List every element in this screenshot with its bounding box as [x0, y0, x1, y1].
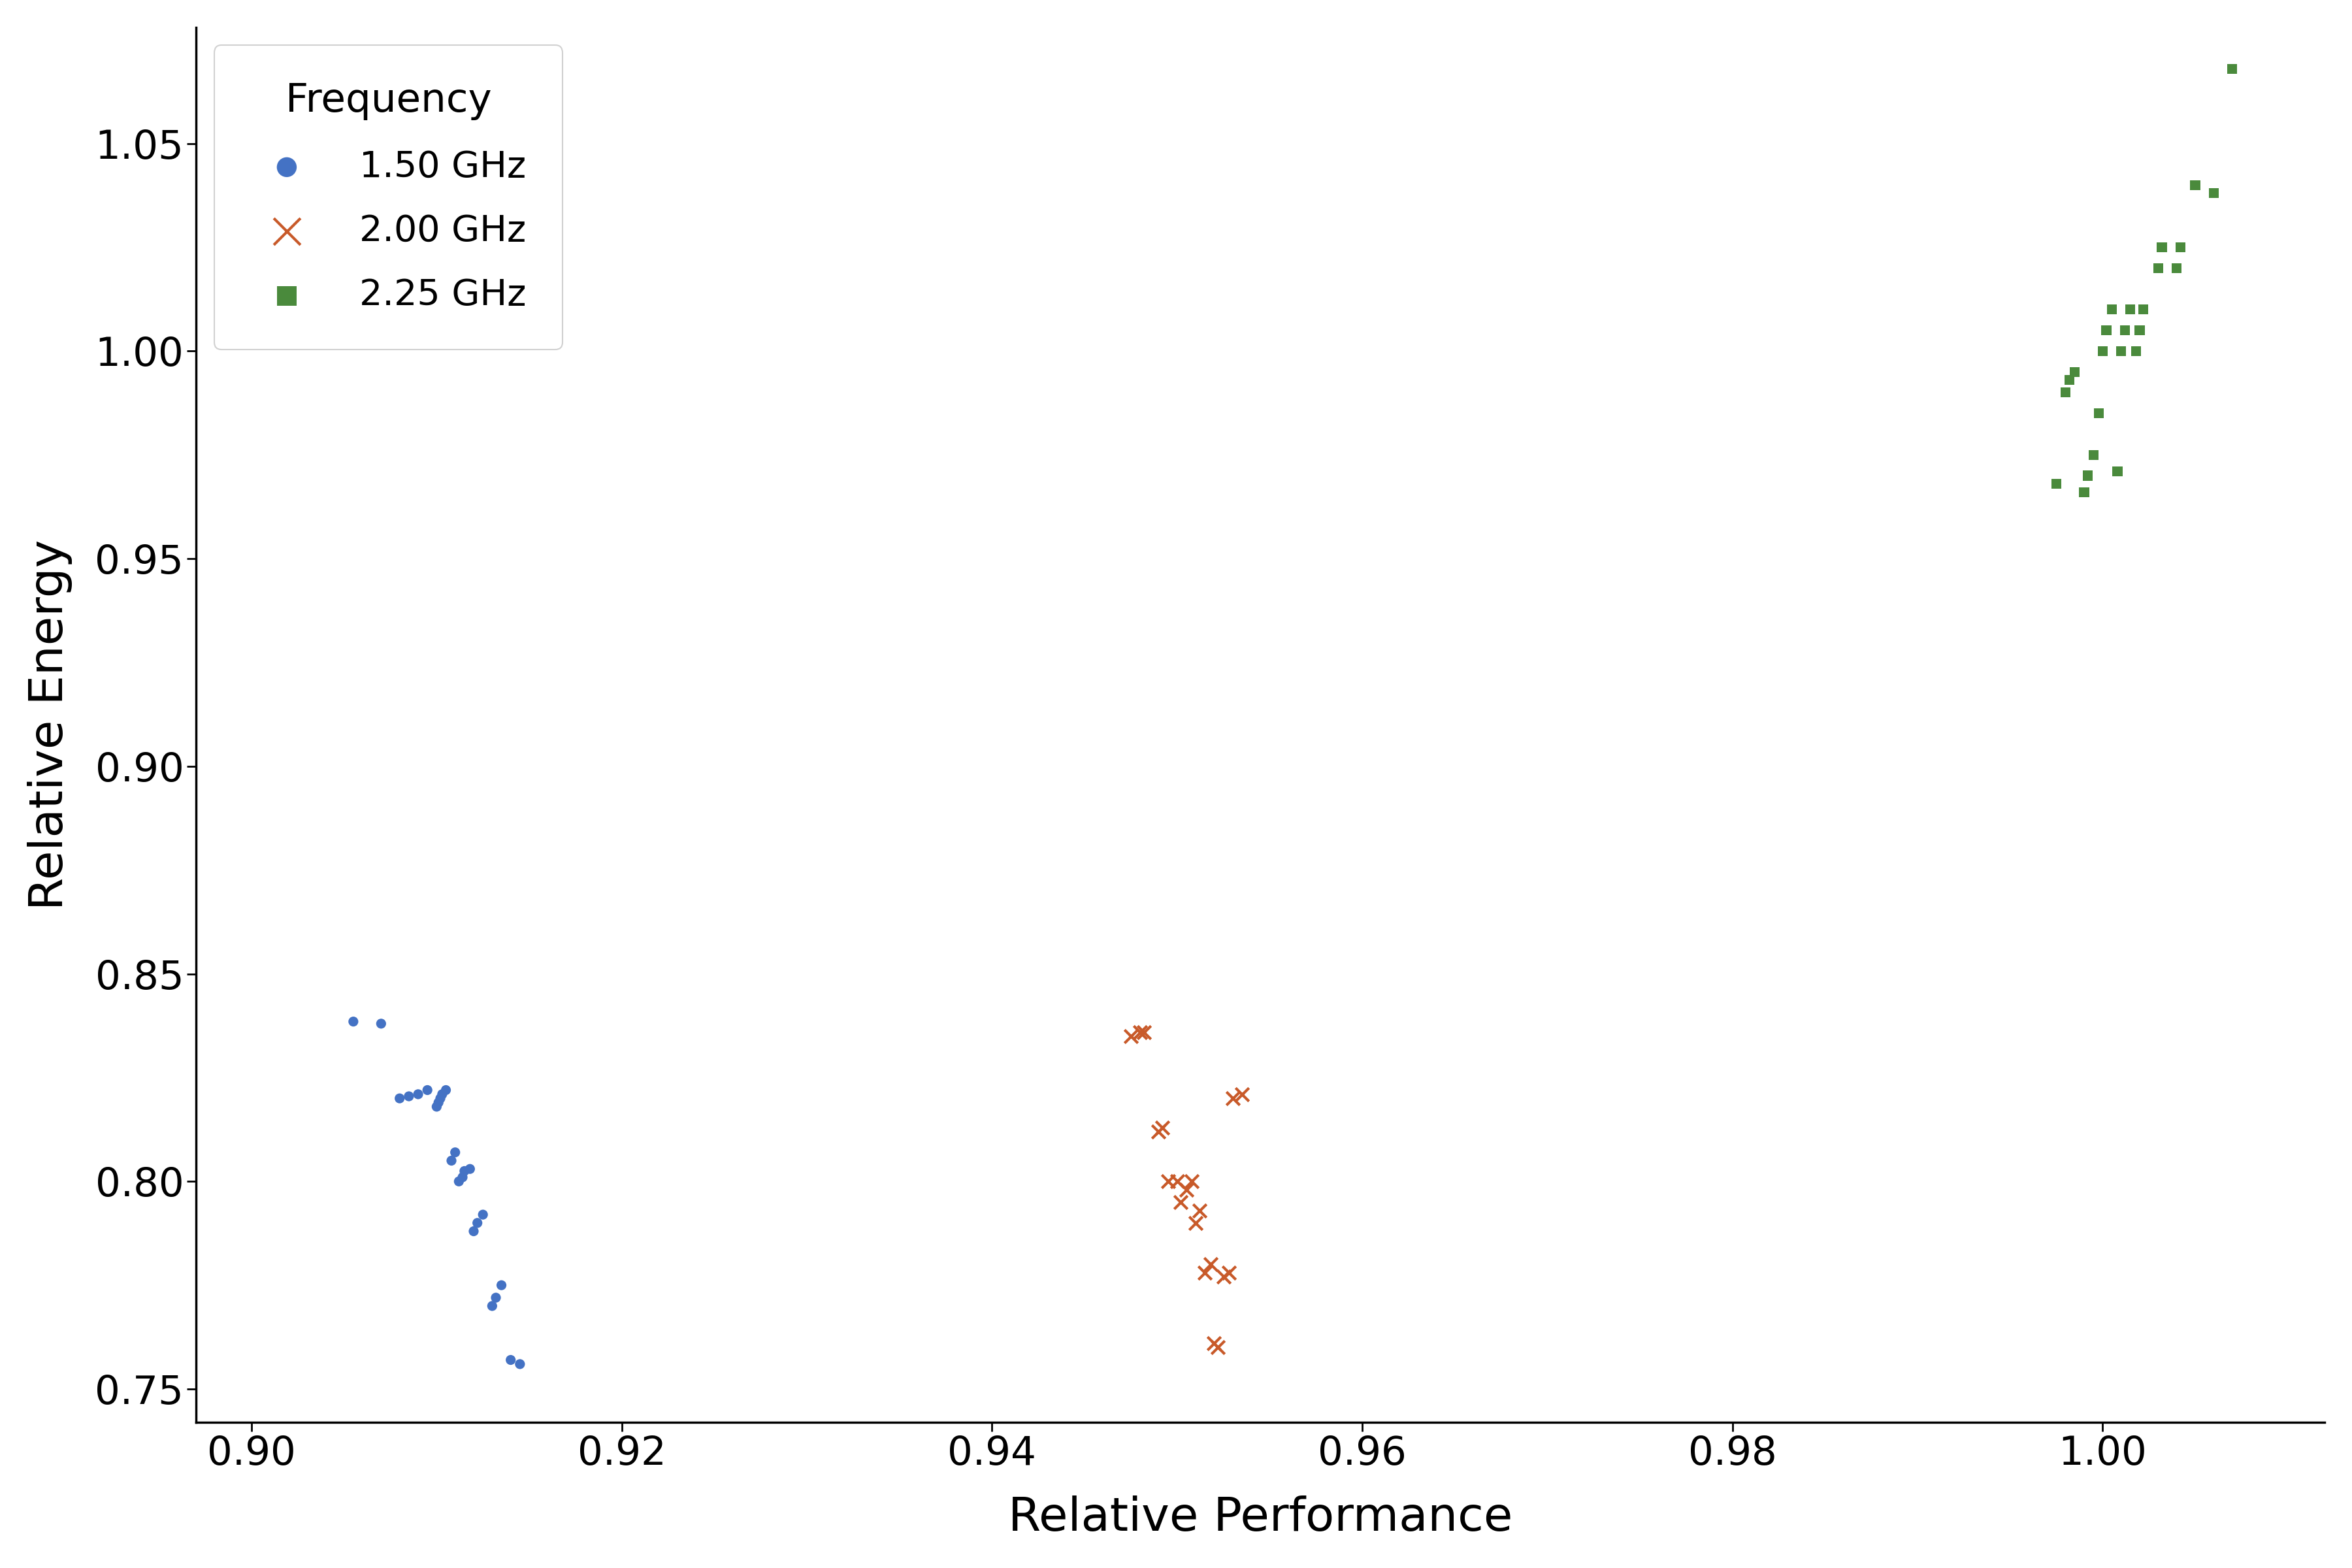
2.00 GHz [1185, 1261, 1223, 1286]
2.25 GHz [2074, 442, 2112, 467]
2.25 GHz [2070, 463, 2107, 488]
2.25 GHz [2140, 256, 2178, 281]
1.50 GHz [381, 1085, 419, 1110]
2.00 GHz [1176, 1210, 1214, 1236]
1.50 GHz [445, 1159, 482, 1184]
2.25 GHz [2213, 56, 2251, 82]
2.25 GHz [2037, 472, 2074, 497]
1.50 GHz [452, 1157, 489, 1182]
2.00 GHz [1122, 1019, 1160, 1044]
1.50 GHz [390, 1083, 428, 1109]
2.00 GHz [1141, 1120, 1178, 1145]
1.50 GHz [477, 1286, 515, 1311]
1.50 GHz [473, 1294, 510, 1319]
2.25 GHz [2051, 367, 2089, 392]
2.00 GHz [1174, 1168, 1211, 1193]
2.00 GHz [1143, 1115, 1181, 1140]
1.50 GHz [419, 1090, 456, 1115]
1.50 GHz [459, 1210, 496, 1236]
1.50 GHz [428, 1077, 466, 1102]
1.50 GHz [423, 1082, 461, 1107]
1.50 GHz [409, 1077, 447, 1102]
2.25 GHz [2105, 318, 2143, 343]
1.50 GHz [421, 1085, 459, 1110]
Y-axis label: Relative Energy: Relative Energy [28, 539, 73, 909]
1.50 GHz [492, 1347, 529, 1372]
1.50 GHz [334, 1010, 372, 1035]
2.25 GHz [2117, 339, 2154, 364]
2.25 GHz [2084, 339, 2122, 364]
1.50 GHz [362, 1011, 400, 1036]
2.00 GHz [1211, 1261, 1249, 1286]
2.25 GHz [2046, 379, 2084, 405]
2.25 GHz [2124, 296, 2161, 321]
2.00 GHz [1162, 1190, 1200, 1215]
2.00 GHz [1167, 1178, 1204, 1203]
2.25 GHz [2194, 180, 2232, 205]
2.00 GHz [1112, 1024, 1150, 1049]
2.25 GHz [2065, 480, 2103, 505]
1.50 GHz [400, 1082, 437, 1107]
2.00 GHz [1124, 1019, 1162, 1044]
2.00 GHz [1223, 1082, 1261, 1107]
2.00 GHz [1181, 1198, 1218, 1223]
2.25 GHz [2143, 235, 2180, 260]
1.50 GHz [482, 1273, 520, 1298]
1.50 GHz [433, 1148, 470, 1173]
2.25 GHz [2093, 296, 2131, 321]
2.25 GHz [2089, 318, 2126, 343]
2.00 GHz [1192, 1251, 1230, 1276]
1.50 GHz [501, 1352, 539, 1377]
2.25 GHz [2098, 459, 2136, 485]
1.50 GHz [437, 1140, 475, 1165]
1.50 GHz [454, 1218, 492, 1243]
2.25 GHz [2176, 172, 2213, 198]
2.25 GHz [2161, 235, 2199, 260]
2.00 GHz [1200, 1334, 1237, 1359]
2.25 GHz [2157, 256, 2194, 281]
1.50 GHz [445, 1165, 482, 1190]
2.00 GHz [1204, 1264, 1242, 1289]
X-axis label: Relative Performance: Relative Performance [1009, 1496, 1512, 1541]
2.00 GHz [1214, 1085, 1251, 1110]
2.00 GHz [1150, 1168, 1188, 1193]
2.25 GHz [2103, 339, 2140, 364]
2.25 GHz [2056, 359, 2093, 384]
Legend: 1.50 GHz, 2.00 GHz, 2.25 GHz: 1.50 GHz, 2.00 GHz, 2.25 GHz [214, 45, 562, 350]
2.25 GHz [2122, 318, 2159, 343]
2.00 GHz [1195, 1331, 1232, 1356]
2.25 GHz [2112, 296, 2150, 321]
1.50 GHz [440, 1168, 477, 1193]
2.00 GHz [1157, 1168, 1195, 1193]
1.50 GHz [463, 1203, 501, 1228]
2.25 GHz [2079, 401, 2117, 426]
1.50 GHz [419, 1094, 456, 1120]
